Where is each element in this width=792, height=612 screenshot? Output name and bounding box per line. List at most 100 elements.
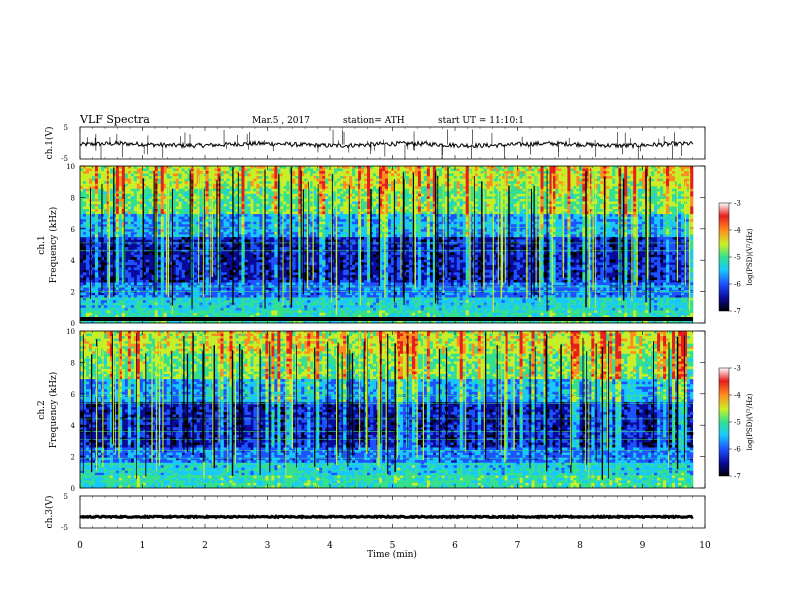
spectrogram-cell xyxy=(259,179,262,182)
spectrogram-cell xyxy=(328,201,331,204)
spectrogram-cell xyxy=(334,174,337,177)
spectrogram-cell xyxy=(301,310,304,313)
spectrogram-cell xyxy=(283,300,286,303)
spectrogram-cell xyxy=(274,166,277,169)
spectrogram-cell xyxy=(188,300,191,303)
spectrogram-cell xyxy=(218,305,221,308)
spectrogram-cell xyxy=(185,239,188,242)
spectrogram-cell xyxy=(92,305,95,308)
spectrogram-cell xyxy=(271,257,274,260)
spectrogram-cell xyxy=(98,288,101,291)
spectrogram-cell xyxy=(253,174,256,177)
spectrogram-cell xyxy=(221,176,224,179)
spectrogram-cell xyxy=(122,305,125,308)
spectrogram-cell xyxy=(95,275,98,278)
spectrogram-cell xyxy=(295,308,298,311)
spectrogram-cell xyxy=(224,201,227,204)
spectrogram-cell xyxy=(122,257,125,260)
spectrogram-cell xyxy=(131,169,134,172)
spectrogram-cell xyxy=(301,308,304,311)
spectrogram-cell xyxy=(98,196,101,199)
spectrogram-cell xyxy=(319,179,322,182)
spectrogram-cell xyxy=(215,171,218,174)
spectrogram-cell xyxy=(241,212,244,215)
spectrogram-cell xyxy=(122,194,125,197)
spectrogram-cell xyxy=(238,214,241,217)
spectrogram-cell xyxy=(253,252,256,255)
spectrogram-cell xyxy=(134,212,137,215)
spectrogram-cell xyxy=(200,214,203,217)
spectrogram-cell xyxy=(212,293,215,296)
spectrogram-cell xyxy=(325,214,328,217)
spectrogram-cell xyxy=(191,174,194,177)
spectrogram-cell xyxy=(301,181,304,184)
spectrogram-cell xyxy=(83,194,86,197)
spectrogram-cell xyxy=(182,300,185,303)
spectrogram-cell xyxy=(247,280,250,283)
spectrogram-cell xyxy=(256,255,259,258)
spectrogram-cell xyxy=(298,308,301,311)
spectrogram-cell xyxy=(194,199,197,202)
spectrogram-cell xyxy=(176,217,179,220)
spectrogram-cell xyxy=(125,209,128,212)
spectrogram-cell xyxy=(224,204,227,207)
spectrogram-cell xyxy=(179,257,182,260)
spectrogram-cell xyxy=(179,181,182,184)
spectrogram-cell xyxy=(274,224,277,227)
spectrogram-cell xyxy=(218,257,221,260)
spectrogram-cell xyxy=(292,280,295,283)
spectrogram-cell xyxy=(101,222,104,225)
spectrogram-cell xyxy=(125,245,128,248)
spectrogram-cell xyxy=(337,245,340,248)
spectrogram-cell xyxy=(107,300,110,303)
spectrogram-cell xyxy=(200,174,203,177)
spectrogram-cell xyxy=(167,305,170,308)
spectrogram-cell xyxy=(221,199,224,202)
spectrogram-cell xyxy=(80,186,83,189)
spectrogram-cell xyxy=(95,255,98,258)
spectrogram-cell xyxy=(292,245,295,248)
spectrogram-cell xyxy=(104,282,107,285)
spectrogram-cell xyxy=(253,207,256,210)
spectrogram-cell xyxy=(247,174,250,177)
spectrogram-cell xyxy=(253,282,256,285)
spectrogram-cell xyxy=(185,224,188,227)
spectrogram-cell xyxy=(319,242,322,245)
spectrogram-cell xyxy=(295,310,298,313)
spectrogram-cell xyxy=(149,212,152,215)
spectrogram-cell xyxy=(161,179,164,182)
spectrogram-cell xyxy=(274,201,277,204)
spectrogram-cell xyxy=(119,176,122,179)
spectrogram-cell xyxy=(322,265,325,268)
spectrogram-cell xyxy=(164,174,167,177)
spectrogram-cell xyxy=(298,313,301,316)
spectrogram-cell xyxy=(173,199,176,202)
spectrogram-cell xyxy=(274,169,277,172)
spectrogram-cell xyxy=(250,171,253,174)
spectrogram-cell xyxy=(116,201,119,204)
spectrogram-cell xyxy=(101,184,104,187)
spectrogram-cell xyxy=(244,179,247,182)
spectrogram-cell xyxy=(343,288,346,291)
spectrogram-cell xyxy=(286,184,289,187)
spectrogram-cell xyxy=(322,267,325,270)
spectrogram-cell xyxy=(95,262,98,265)
spectrogram-cell xyxy=(128,186,131,189)
spectrogram-cell xyxy=(164,308,167,311)
spectrogram-cell xyxy=(298,300,301,303)
spectrogram-cell xyxy=(286,257,289,260)
spectrogram-cell xyxy=(164,300,167,303)
spectrogram-cell xyxy=(200,237,203,240)
spectrogram-cell xyxy=(95,204,98,207)
spectrogram-cell xyxy=(182,207,185,210)
spectrogram-cell xyxy=(104,293,107,296)
spectrogram-cell xyxy=(119,308,122,311)
spectrogram-cell xyxy=(128,277,131,280)
spectrogram-cell xyxy=(146,184,149,187)
spectrogram-cell xyxy=(337,174,340,177)
spectrogram-cell xyxy=(268,305,271,308)
spectrogram-cell xyxy=(86,196,89,199)
spectrogram-cell xyxy=(173,282,176,285)
spectrogram-cell xyxy=(182,174,185,177)
spectrogram-cell xyxy=(343,252,346,255)
